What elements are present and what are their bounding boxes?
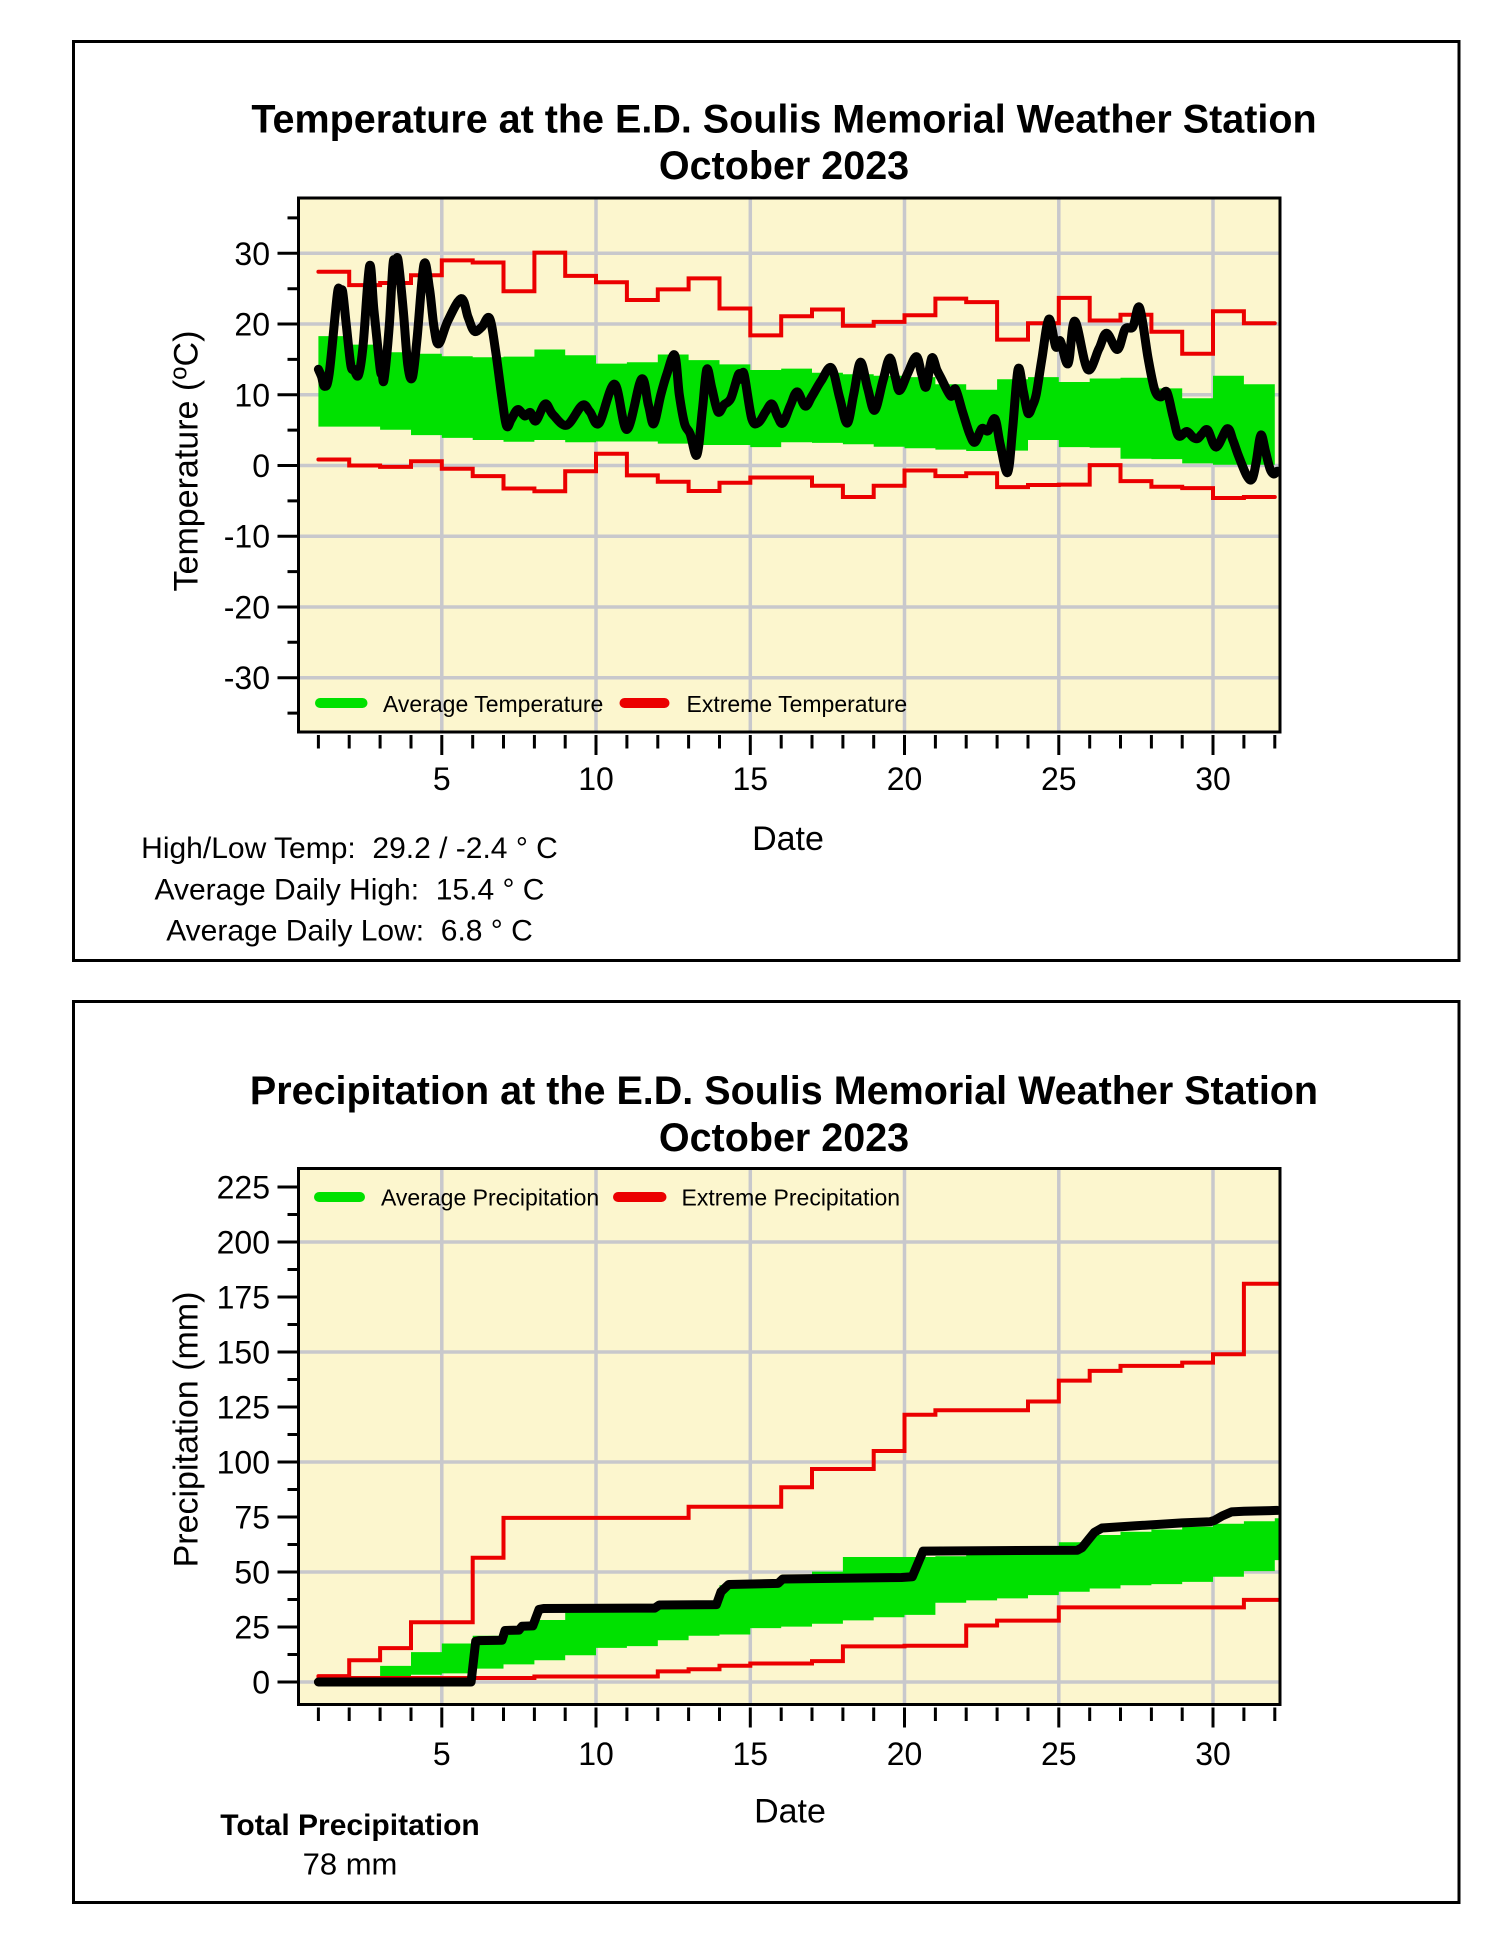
svg-text:0: 0 [252,448,270,484]
svg-text:Average Temperature: Average Temperature [383,691,603,717]
svg-text:30: 30 [1195,1736,1231,1772]
svg-text:25: 25 [1041,1736,1077,1772]
svg-text:Average Daily Low: 6.8 ° C: Average Daily Low: 6.8 ° C [166,915,533,948]
svg-text:0: 0 [252,1665,270,1701]
svg-text:Extreme Precipitation: Extreme Precipitation [682,1185,901,1211]
svg-text:10: 10 [578,761,614,797]
svg-text:Date: Date [752,820,824,858]
svg-text:Average Daily High: 15.4 ° C: Average Daily High: 15.4 ° C [155,874,545,907]
svg-text:20: 20 [887,1736,923,1772]
svg-text:30: 30 [234,236,270,272]
svg-text:Total Precipitation: Total Precipitation [220,1809,479,1842]
svg-text:78 mm: 78 mm [303,1847,398,1882]
svg-text:20: 20 [887,761,923,797]
svg-text:20: 20 [234,307,270,343]
svg-text:Date: Date [754,1793,826,1831]
svg-text:High/Low Temp: 29.2 / -2.4 °: High/Low Temp: 29.2 / -2.4 ° C [141,832,558,865]
svg-text:200: 200 [217,1225,270,1261]
svg-text:October 2023: October 2023 [659,1116,909,1160]
svg-text:Precipitation at the E.D. Soul: Precipitation at the E.D. Soulis Memoria… [250,1069,1318,1113]
svg-text:Extreme Temperature: Extreme Temperature [687,691,908,717]
svg-text:150: 150 [217,1335,270,1371]
svg-text:25: 25 [1041,761,1077,797]
svg-text:Precipitation (mm): Precipitation (mm) [168,1292,206,1568]
svg-text:5: 5 [433,1736,451,1772]
svg-text:10: 10 [234,377,270,413]
svg-text:Temperature (oC): Temperature (oC) [166,331,206,592]
svg-text:30: 30 [1195,761,1231,797]
svg-text:25: 25 [234,1610,270,1646]
svg-text:Average Precipitation: Average Precipitation [381,1185,599,1211]
svg-text:-10: -10 [224,519,270,555]
svg-text:10: 10 [578,1736,614,1772]
svg-text:15: 15 [733,761,769,797]
svg-text:75: 75 [234,1500,270,1536]
svg-text:October 2023: October 2023 [659,144,909,188]
svg-text:50: 50 [234,1555,270,1591]
svg-text:5: 5 [433,761,451,797]
svg-text:100: 100 [217,1445,270,1481]
svg-text:15: 15 [733,1736,769,1772]
svg-text:Temperature at the E.D. Soulis: Temperature at the E.D. Soulis Memorial … [251,98,1316,142]
svg-text:125: 125 [217,1390,270,1426]
svg-text:225: 225 [217,1170,270,1206]
svg-text:-20: -20 [224,590,270,626]
svg-text:175: 175 [217,1280,270,1316]
svg-text:-30: -30 [224,660,270,696]
